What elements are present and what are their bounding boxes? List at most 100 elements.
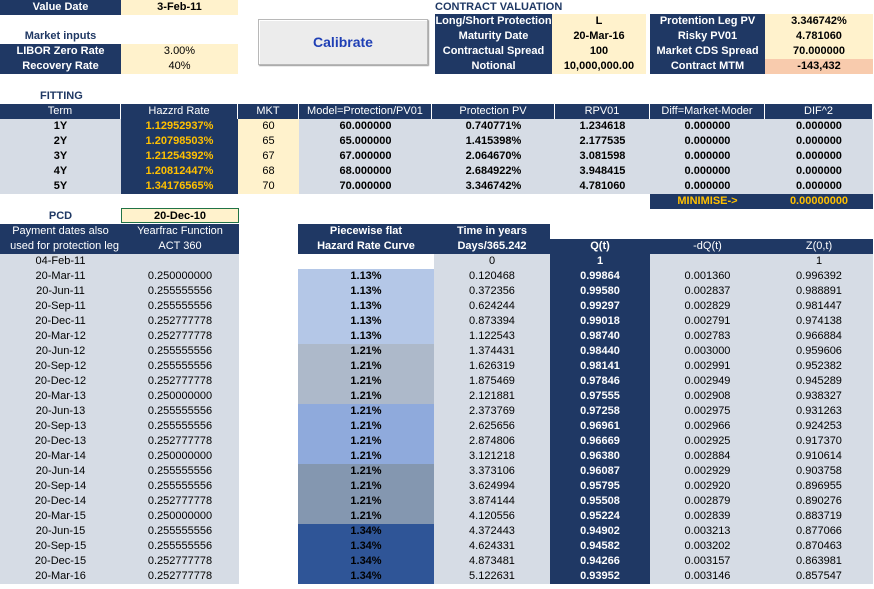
schedule-q-cell: 0.95224 <box>550 509 650 524</box>
fitting-cell: 60.000000 <box>299 119 432 134</box>
schedule-dq-cell: 0.001360 <box>650 269 765 284</box>
schedule-dq-cell: 0.003146 <box>650 569 765 584</box>
schedule-time-cell: 0 <box>434 254 550 269</box>
value-date-cell[interactable]: 3-Feb-11 <box>121 0 238 15</box>
schedule-z-cell: 0.896955 <box>765 479 873 494</box>
schedule-dq-cell: 0.002783 <box>650 329 765 344</box>
fitting-cell: 0.000000 <box>650 119 765 134</box>
fitting-cell: 2.177535 <box>555 134 650 149</box>
fitting-cell: 65.000000 <box>299 134 432 149</box>
contract-input-cell[interactable]: 10,000,000.00 <box>552 59 646 74</box>
schedule-z-cell: 0.952382 <box>765 359 873 374</box>
fitting-cell[interactable]: 65 <box>238 134 299 149</box>
fitting-cell[interactable]: 60 <box>238 119 299 134</box>
schedule-yearfrac-cell: 0.255555556 <box>121 479 239 494</box>
contract-input-cell[interactable]: 20-Mar-16 <box>552 29 646 44</box>
schedule-date-cell: 04-Feb-11 <box>0 254 121 269</box>
schedule-q-cell: 0.93952 <box>550 569 650 584</box>
dq-header: -dQ(t) <box>650 239 765 254</box>
schedule-z-cell: 0.981447 <box>765 299 873 314</box>
schedule-hazard-cell: 1.21% <box>298 509 434 524</box>
fitting-cell[interactable]: 1.12952937% <box>121 119 238 134</box>
schedule-z-cell: 0.959606 <box>765 344 873 359</box>
hazard-curve-header-1: Piecewise flat <box>298 224 434 239</box>
fitting-cell[interactable]: 1.21254392% <box>121 149 238 164</box>
schedule-q-cell: 0.96087 <box>550 464 650 479</box>
schedule-time-cell: 1.122543 <box>434 329 550 344</box>
libor-label: LIBOR Zero Rate <box>0 44 121 59</box>
schedule-hazard-cell: 1.21% <box>298 374 434 389</box>
schedule-yearfrac-cell: 0.255555556 <box>121 524 239 539</box>
calibrate-button[interactable]: Calibrate <box>258 19 428 65</box>
schedule-q-cell: 0.96961 <box>550 419 650 434</box>
fitting-cell[interactable]: 1.34176565% <box>121 179 238 194</box>
schedule-date-cell: 20-Sep-11 <box>0 299 121 314</box>
contract-result-value: 70.000000 <box>765 44 873 59</box>
schedule-time-cell: 0.624244 <box>434 299 550 314</box>
schedule-z-cell: 0.877066 <box>765 524 873 539</box>
fitting-header-cell: RPV01 <box>555 104 650 119</box>
schedule-yearfrac-cell: 0.252777778 <box>121 434 239 449</box>
schedule-yearfrac-cell: 0.250000000 <box>121 389 239 404</box>
fitting-cell[interactable]: 68 <box>238 164 299 179</box>
fitting-cell: 0.000000 <box>650 149 765 164</box>
schedule-hazard-cell: 1.13% <box>298 314 434 329</box>
schedule-yearfrac-cell: 0.252777778 <box>121 494 239 509</box>
recovery-value-cell[interactable]: 40% <box>121 59 238 74</box>
schedule-hazard-cell: 1.13% <box>298 329 434 344</box>
schedule-hazard-cell: 1.21% <box>298 359 434 374</box>
fitting-cell: 1.234618 <box>555 119 650 134</box>
schedule-yearfrac-cell: 0.255555556 <box>121 419 239 434</box>
yearfrac-header-1: Yearfrac Function <box>121 224 239 239</box>
schedule-dq-cell: 0.002829 <box>650 299 765 314</box>
fitting-cell: 3.346742% <box>432 179 555 194</box>
schedule-z-cell: 0.910614 <box>765 449 873 464</box>
schedule-date-cell: 20-Sep-15 <box>0 539 121 554</box>
contract-result-label: Contract MTM <box>650 59 765 74</box>
schedule-hazard-cell: 1.21% <box>298 344 434 359</box>
pcd-value-cell[interactable]: 20-Dec-10 <box>121 208 239 223</box>
schedule-hazard-cell: 1.21% <box>298 464 434 479</box>
schedule-dq-cell: 0.002879 <box>650 494 765 509</box>
fitting-cell: 0.000000 <box>765 179 873 194</box>
schedule-date-cell: 20-Dec-14 <box>0 494 121 509</box>
fitting-cell: 2.064670% <box>432 149 555 164</box>
libor-value-cell[interactable]: 3.00% <box>121 44 238 59</box>
schedule-dq-cell: 0.002920 <box>650 479 765 494</box>
fitting-header-cell: MKT <box>238 104 299 119</box>
schedule-date-cell: 20-Jun-15 <box>0 524 121 539</box>
schedule-date-cell: 20-Mar-13 <box>0 389 121 404</box>
contract-input-cell[interactable]: 100 <box>552 44 646 59</box>
fitting-cell[interactable]: 1.20812447% <box>121 164 238 179</box>
schedule-date-cell: 20-Sep-13 <box>0 419 121 434</box>
schedule-z-cell: 0.974138 <box>765 314 873 329</box>
fitting-cell: 67.000000 <box>299 149 432 164</box>
schedule-yearfrac-cell: 0.255555556 <box>121 299 239 314</box>
schedule-z-cell: 0.903758 <box>765 464 873 479</box>
contract-input-cell[interactable]: L <box>552 14 646 29</box>
schedule-q-cell: 0.99297 <box>550 299 650 314</box>
schedule-z-cell: 0.966884 <box>765 329 873 344</box>
fitting-cell: 0.000000 <box>765 164 873 179</box>
schedule-z-cell: 0.883719 <box>765 509 873 524</box>
time-years-header-2: Days/365.242 <box>434 239 550 254</box>
schedule-yearfrac-cell: 0.255555556 <box>121 539 239 554</box>
payment-dates-header-1: Payment dates also <box>0 224 121 239</box>
fitting-cell: 3Y <box>0 149 121 164</box>
fitting-cell[interactable]: 70 <box>238 179 299 194</box>
schedule-time-cell: 3.624994 <box>434 479 550 494</box>
schedule-dq-cell: 0.002884 <box>650 449 765 464</box>
schedule-dq-cell: 0.003000 <box>650 344 765 359</box>
contract-label: Contractual Spread <box>435 44 552 59</box>
fitting-cell: 0.000000 <box>765 134 873 149</box>
schedule-time-cell: 3.874144 <box>434 494 550 509</box>
schedule-yearfrac-cell <box>121 254 239 269</box>
fitting-cell[interactable]: 67 <box>238 149 299 164</box>
schedule-yearfrac-cell: 0.252777778 <box>121 329 239 344</box>
schedule-date-cell: 20-Mar-16 <box>0 569 121 584</box>
schedule-date-cell: 20-Jun-12 <box>0 344 121 359</box>
schedule-time-cell: 2.121881 <box>434 389 550 404</box>
schedule-time-cell: 1.374431 <box>434 344 550 359</box>
schedule-time-cell: 2.373769 <box>434 404 550 419</box>
fitting-cell[interactable]: 1.20798503% <box>121 134 238 149</box>
